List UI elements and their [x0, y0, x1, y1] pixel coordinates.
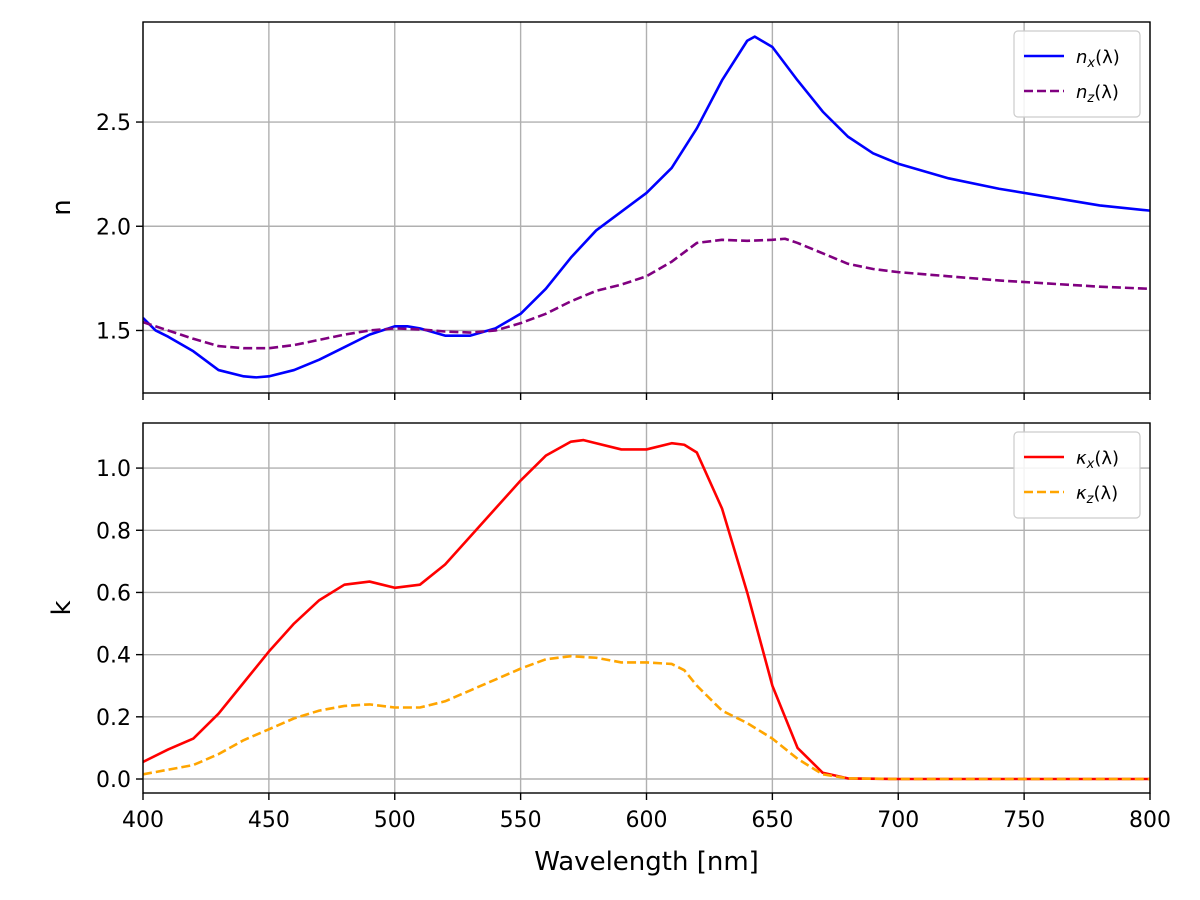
- y-tick-label: 0.6: [96, 581, 131, 606]
- x-tick-label: 550: [500, 808, 542, 833]
- x-tick-label: 600: [626, 808, 668, 833]
- legend-label: κx(λ): [1076, 448, 1119, 472]
- y-tick-label: 1.5: [96, 319, 131, 344]
- x-tick-label: 650: [751, 808, 793, 833]
- legend-box: [1013, 431, 1141, 519]
- x-tick-label: 500: [374, 808, 416, 833]
- series-line-κ-z: [143, 654, 1150, 781]
- series-line-κ-x: [143, 438, 1150, 781]
- x-tick-label: 800: [1129, 808, 1171, 833]
- legend: nx(λ) nz(λ): [1013, 30, 1141, 118]
- series-line-n-x: [143, 35, 1150, 379]
- y-tick-label: 0.4: [96, 644, 131, 669]
- x-tick-label: 450: [248, 808, 290, 833]
- x-tick-label: 400: [122, 808, 164, 833]
- plot-frame: [142, 21, 1151, 394]
- y-tick-label: 0.0: [96, 768, 131, 793]
- x-tick-label: 700: [877, 808, 919, 833]
- k-panel: 400 450 500 550 600 650 700 750 800 0.0 0.2 0.4 0.6 0…: [47, 422, 1171, 877]
- y-axis-label: n: [47, 199, 77, 215]
- y-tick-label: 2.0: [96, 215, 131, 240]
- y-axis-label: k: [47, 600, 77, 615]
- y-tick-label: 0.8: [96, 519, 131, 544]
- y-tick-label: 0.2: [96, 706, 131, 731]
- y-tick-label: 1.0: [96, 457, 131, 482]
- legend-label: nz(λ): [1076, 82, 1119, 106]
- x-axis-label: Wavelength [nm]: [534, 847, 759, 877]
- x-tick-label: 750: [1003, 808, 1045, 833]
- legend: κx(λ) κz(λ): [1013, 431, 1141, 519]
- y-tick-label: 2.5: [96, 111, 131, 136]
- plot-frame: [142, 422, 1151, 794]
- legend-label: nx(λ): [1076, 47, 1120, 71]
- legend-box: [1013, 30, 1141, 118]
- n-panel: 1.5 2.0 2.5 nx(λ) nz(λ) n: [47, 21, 1151, 400]
- legend-label: κz(λ): [1076, 483, 1118, 507]
- series-line-n-z: [143, 237, 1150, 350]
